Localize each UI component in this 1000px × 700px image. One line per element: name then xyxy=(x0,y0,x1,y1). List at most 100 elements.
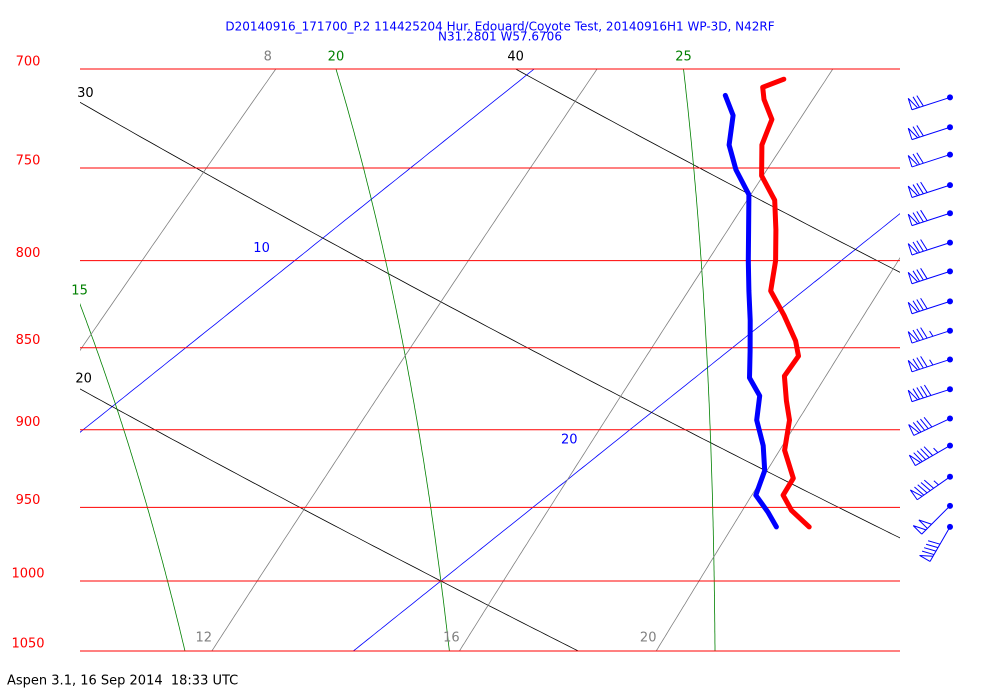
barb-staff xyxy=(911,96,951,111)
barb-feather xyxy=(920,418,929,429)
wind-barb xyxy=(908,442,953,467)
barb-feather xyxy=(912,96,920,108)
profile-line xyxy=(759,76,812,530)
mixing-ratio-line xyxy=(211,69,598,651)
barb-staff xyxy=(911,270,951,285)
barb-flag xyxy=(908,454,921,466)
footer: Aspen 3.1, 16 Sep 2014 18:33 UTC xyxy=(7,674,238,689)
barb-feather xyxy=(914,486,925,496)
moist-adiabat-label: 15 xyxy=(71,284,88,299)
mixing-ratio-label: 16 xyxy=(443,631,460,646)
wind-barb xyxy=(907,268,953,285)
dry-adiabat-line xyxy=(80,101,900,539)
barb-flag xyxy=(907,98,919,110)
dry-adiabat-line xyxy=(80,388,580,651)
barb-flag xyxy=(907,127,919,140)
barb-feather xyxy=(912,241,920,253)
barb-staff xyxy=(911,126,951,141)
barb-feather xyxy=(916,240,924,252)
wind-barb xyxy=(907,239,953,256)
background-lines xyxy=(80,69,900,651)
barb-staff xyxy=(911,358,951,373)
wind-barb xyxy=(907,124,953,141)
barb-flag xyxy=(907,389,919,402)
moist-adiabat-label: 25 xyxy=(675,50,692,65)
barb-feather xyxy=(916,357,924,369)
barb-feather xyxy=(920,209,928,221)
barb-feather xyxy=(920,268,928,280)
isotherm-line xyxy=(352,213,900,651)
barb-feather xyxy=(916,387,924,399)
barb-feather xyxy=(923,417,933,428)
mixing-ratio-line xyxy=(655,257,900,651)
barb-feather xyxy=(917,484,928,494)
barb-half xyxy=(933,480,939,486)
barb-feather xyxy=(927,540,941,545)
mixing-ratio-line xyxy=(458,69,834,651)
y-tick-label: 900 xyxy=(16,415,41,430)
barb-flag xyxy=(907,331,919,344)
barb-feather xyxy=(921,550,935,556)
y-tick-label: 950 xyxy=(16,493,41,508)
wind-barb xyxy=(907,384,953,403)
moist-adiabat-label: 20 xyxy=(328,50,345,65)
barb-flag xyxy=(919,554,934,562)
moist-adiabat-line xyxy=(683,69,716,651)
barb-staff xyxy=(911,212,951,227)
barb-feather xyxy=(912,126,920,138)
barb-feather xyxy=(916,299,924,311)
wind-barb xyxy=(907,327,953,344)
barb-flag xyxy=(908,424,920,436)
isotherm-label: 10 xyxy=(253,241,270,256)
barb-feather xyxy=(912,153,920,165)
barb-feather xyxy=(912,300,920,312)
barb-flag xyxy=(907,213,919,226)
barb-feather xyxy=(916,450,927,460)
barb-flag xyxy=(907,271,919,284)
barb-feather xyxy=(920,448,930,458)
barb-feather xyxy=(920,385,928,397)
barb-feather xyxy=(916,125,924,137)
mixing-ratio-label: 20 xyxy=(640,631,657,646)
y-tick-label: 1050 xyxy=(11,637,44,652)
wind-barb xyxy=(909,473,953,501)
wind-barb xyxy=(919,523,953,562)
wind-barb xyxy=(907,151,953,168)
mixing-ratio-label: 12 xyxy=(196,631,213,646)
barb-staff xyxy=(911,300,951,315)
barb-feather xyxy=(916,328,924,340)
barb-feather xyxy=(912,329,920,341)
y-tick-label: 1000 xyxy=(11,566,44,581)
barb-flag xyxy=(907,243,919,256)
barb-feather xyxy=(916,152,924,164)
barb-staff xyxy=(911,242,951,256)
barb-feather xyxy=(920,239,928,251)
barb-staff xyxy=(911,330,951,344)
barb-flag xyxy=(907,185,919,198)
mixing-ratio-label: 8 xyxy=(264,50,272,65)
barb-feather xyxy=(920,356,928,368)
barb-half xyxy=(929,359,934,366)
barb-feather xyxy=(912,422,922,433)
barb-feather xyxy=(913,452,923,462)
barb-feather xyxy=(916,211,924,223)
chart-title: D20140916_171700_P.2 114425204 Hur. Edou… xyxy=(225,20,774,34)
barb-flag xyxy=(907,301,919,314)
wind-barb xyxy=(912,502,953,535)
y-tick-label: 800 xyxy=(16,246,41,261)
barb-feather xyxy=(920,327,928,339)
barb-feather xyxy=(912,358,920,370)
barb-flag xyxy=(918,519,932,529)
dry-adiabat-line xyxy=(514,69,900,273)
barb-staff xyxy=(921,505,951,535)
y-tick-label: 850 xyxy=(16,333,41,348)
barb-feather xyxy=(923,446,934,456)
barb-feather xyxy=(916,95,924,107)
barb-staff xyxy=(911,154,951,168)
barb-flag xyxy=(912,525,927,535)
dry-adiabat-label: 20 xyxy=(75,371,92,386)
wind-barb xyxy=(907,356,953,373)
wind-barb xyxy=(908,415,953,436)
